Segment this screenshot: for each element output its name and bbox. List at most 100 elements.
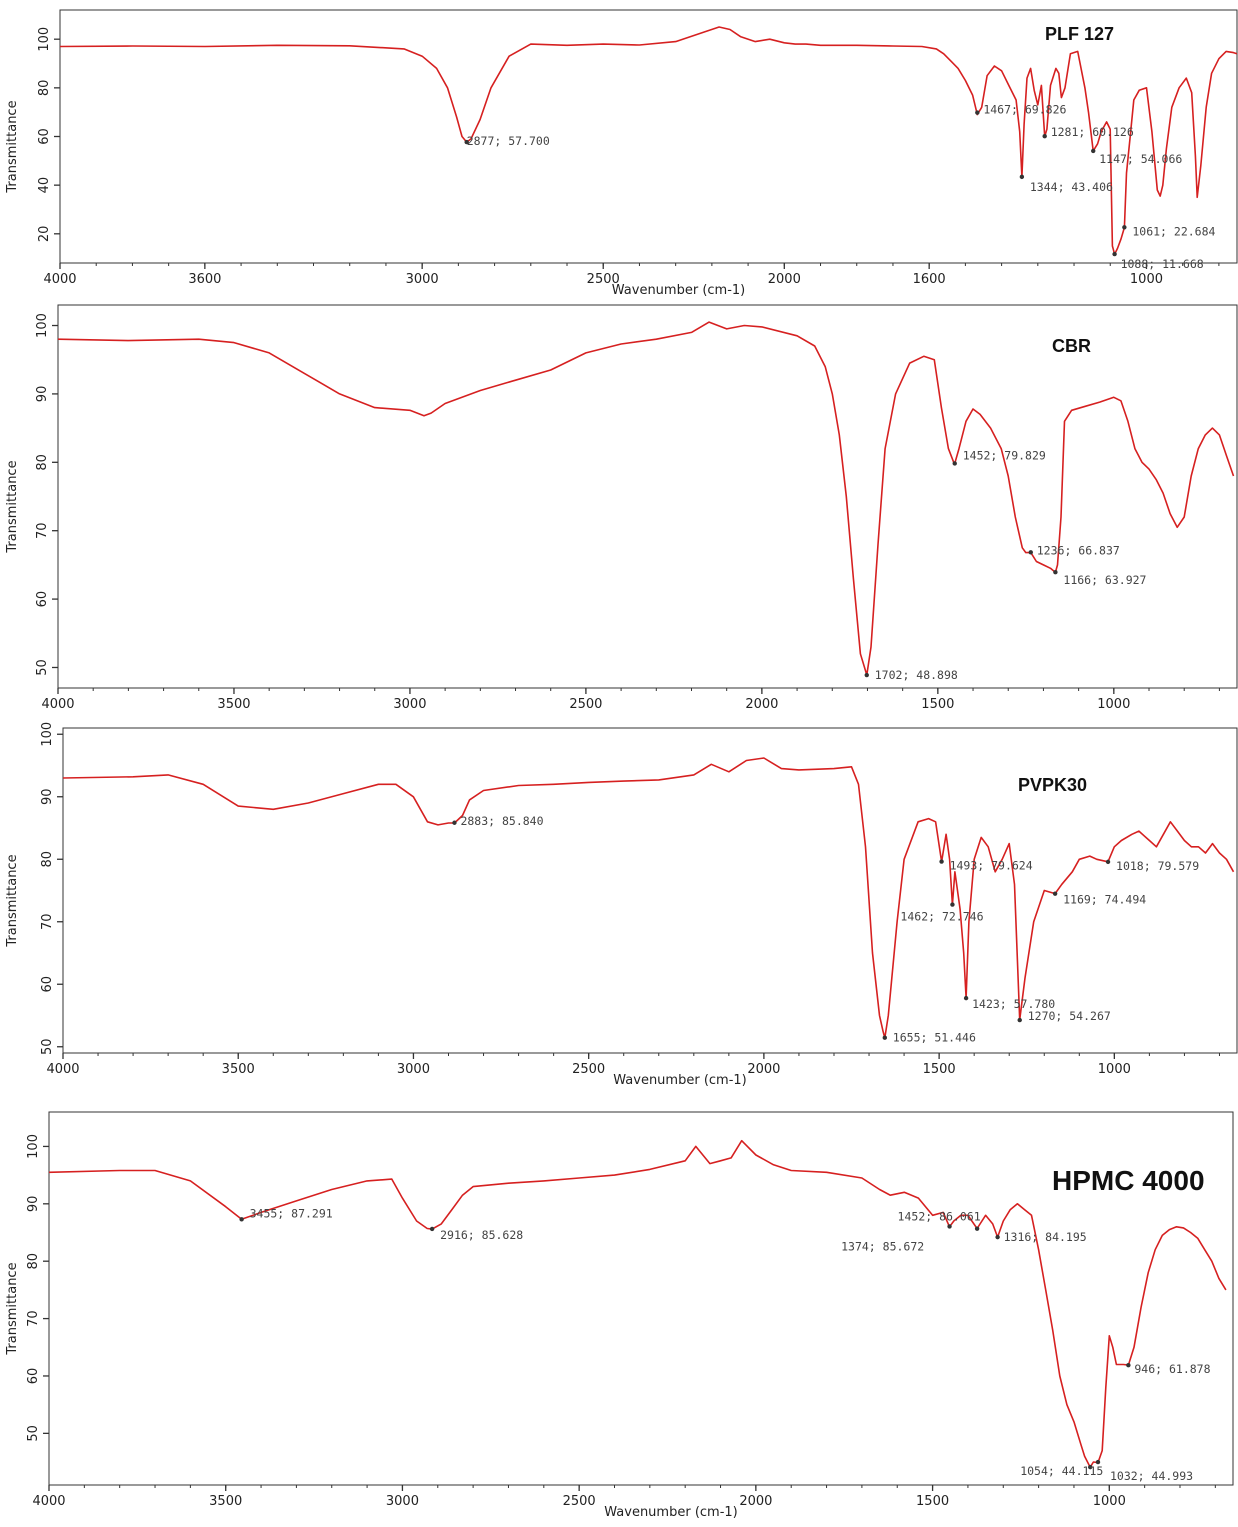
x-tick-label: 1000 bbox=[1093, 1494, 1126, 1509]
y-tick-label: 100 bbox=[26, 1134, 41, 1159]
peak-label: 1493; 79.624 bbox=[950, 859, 1033, 873]
y-tick-label: 20 bbox=[37, 226, 52, 243]
peak-label: 1169; 74.494 bbox=[1063, 893, 1146, 907]
x-tick-label: 2500 bbox=[569, 697, 602, 712]
x-axis-label: Wavenumber (cm-1) bbox=[613, 1073, 746, 1088]
peak-label: 1462; 72.746 bbox=[900, 910, 983, 924]
x-tick-label: 1000 bbox=[1130, 272, 1163, 287]
peak-label: 946; 61.878 bbox=[1134, 1362, 1210, 1376]
x-tick-label: 2500 bbox=[572, 1062, 605, 1077]
y-tick-label: 90 bbox=[35, 386, 50, 403]
y-tick-label: 60 bbox=[35, 591, 50, 608]
x-tick-label: 4000 bbox=[43, 272, 76, 287]
peak-label: 1344; 43.406 bbox=[1030, 180, 1113, 194]
peak-marker bbox=[1091, 148, 1096, 154]
spectrum-line bbox=[48, 1139, 1227, 1468]
plot-frame bbox=[48, 1111, 1234, 1486]
peak-marker bbox=[975, 110, 980, 115]
peak-marker bbox=[950, 902, 955, 907]
plot-frame bbox=[62, 727, 1238, 1054]
peak-label: 1061; 22.684 bbox=[1132, 224, 1215, 238]
x-tick-label: 4000 bbox=[46, 1062, 79, 1077]
x-tick-label: 2000 bbox=[739, 1494, 772, 1509]
x-axis-label: Wavenumber (cm-1) bbox=[612, 283, 745, 298]
x-tick-label: 1000 bbox=[1098, 1062, 1131, 1077]
x-tick-label: 1500 bbox=[916, 1494, 949, 1509]
y-tick-label: 50 bbox=[35, 659, 50, 676]
x-tick-label: 3500 bbox=[209, 1494, 242, 1509]
x-tick-label: 1500 bbox=[921, 697, 954, 712]
y-tick-label: 70 bbox=[35, 522, 50, 539]
peak-label: 1018; 79.579 bbox=[1116, 859, 1199, 873]
y-tick-label: 90 bbox=[26, 1196, 41, 1213]
peak-label: 1316; 84.195 bbox=[1004, 1230, 1087, 1244]
panel-title: HPMC 4000 bbox=[1052, 1165, 1205, 1196]
peak-marker bbox=[452, 820, 457, 825]
spectrum-line bbox=[57, 321, 1235, 676]
y-tick-label: 50 bbox=[26, 1425, 41, 1442]
peak-label: 1702; 48.898 bbox=[875, 668, 958, 682]
peak-marker bbox=[939, 859, 944, 864]
peak-marker bbox=[429, 1226, 435, 1232]
peak-marker bbox=[1017, 1017, 1022, 1023]
peak-label: 1166; 63.927 bbox=[1063, 573, 1146, 587]
x-tick-label: 3500 bbox=[217, 697, 250, 712]
y-axis-label: Transmittance bbox=[5, 1262, 20, 1355]
peak-label: 1452; 86.061 bbox=[898, 1209, 981, 1223]
x-tick-label: 2500 bbox=[587, 272, 620, 287]
spectrum-panel-1: 4000 3600 3000 2500 2000 1600 1000 20 40 60 80 100 T… bbox=[5, 9, 1238, 298]
peak-marker bbox=[1019, 174, 1025, 180]
peak-marker bbox=[1052, 891, 1058, 896]
peak-marker bbox=[974, 1226, 980, 1231]
peak-label: 1452; 79.829 bbox=[963, 448, 1046, 462]
y-tick-label: 50 bbox=[40, 1038, 55, 1055]
peak-label: 1032; 44.993 bbox=[1110, 1469, 1193, 1483]
spectrum-line bbox=[59, 26, 1238, 255]
peak-label: 2916; 85.628 bbox=[440, 1228, 523, 1242]
y-tick-label: 100 bbox=[37, 27, 52, 52]
peak-marker bbox=[1053, 570, 1058, 575]
y-axis-label: Transmittance bbox=[5, 854, 20, 947]
peak-label: 1281; 60.126 bbox=[1051, 125, 1134, 139]
peak-label: 1374; 85.672 bbox=[841, 1240, 924, 1254]
x-tick-label: 2000 bbox=[768, 272, 801, 287]
peak-marker bbox=[1105, 859, 1111, 865]
x-tick-label: 1500 bbox=[923, 1062, 956, 1077]
y-tick-label: 60 bbox=[37, 128, 52, 145]
y-tick-label: 80 bbox=[40, 851, 55, 868]
peak-marker bbox=[864, 672, 869, 678]
peak-marker bbox=[1028, 550, 1033, 555]
y-tick-label: 80 bbox=[26, 1253, 41, 1270]
y-tick-label: 70 bbox=[26, 1310, 41, 1327]
y-tick-label: 100 bbox=[35, 313, 50, 338]
peak-label: 1655; 51.446 bbox=[893, 1031, 976, 1045]
x-tick-label: 1600 bbox=[913, 272, 946, 287]
peak-label: 1088; 11.668 bbox=[1121, 257, 1204, 271]
panel-title: PVPK30 bbox=[1018, 775, 1087, 795]
y-tick-label: 60 bbox=[26, 1368, 41, 1385]
panel-title: CBR bbox=[1052, 336, 1091, 356]
peak-marker bbox=[1112, 251, 1117, 257]
peak-marker bbox=[952, 461, 957, 466]
y-tick-label: 70 bbox=[40, 913, 55, 930]
spectrum-line bbox=[62, 757, 1235, 1039]
x-tick-label: 3000 bbox=[386, 1494, 419, 1509]
plot-frame bbox=[57, 304, 1238, 689]
spectrum-panel-2: 4000 3500 3000 2500 2000 1500 1000 50 60 70 80 90 10… bbox=[5, 304, 1238, 712]
peak-marker bbox=[963, 995, 969, 1001]
y-tick-label: 60 bbox=[40, 976, 55, 993]
peak-marker bbox=[1126, 1362, 1131, 1368]
spectrum-panel-4: 4000 3500 3000 2500 2000 1500 1000 50 60 70 80 90 10… bbox=[5, 1111, 1234, 1520]
x-tick-label: 2500 bbox=[563, 1494, 596, 1509]
x-tick-label: 3000 bbox=[397, 1062, 430, 1077]
x-tick-label: 3000 bbox=[393, 697, 426, 712]
x-tick-label: 2000 bbox=[745, 697, 778, 712]
peak-label: 1423; 57.780 bbox=[972, 997, 1055, 1011]
x-tick-label: 3000 bbox=[406, 272, 439, 287]
peak-marker bbox=[995, 1234, 1000, 1240]
peak-label: 2877; 57.700 bbox=[467, 134, 550, 148]
peak-label: 1054; 44.115 bbox=[1020, 1464, 1103, 1478]
x-tick-label: 4000 bbox=[32, 1494, 65, 1509]
